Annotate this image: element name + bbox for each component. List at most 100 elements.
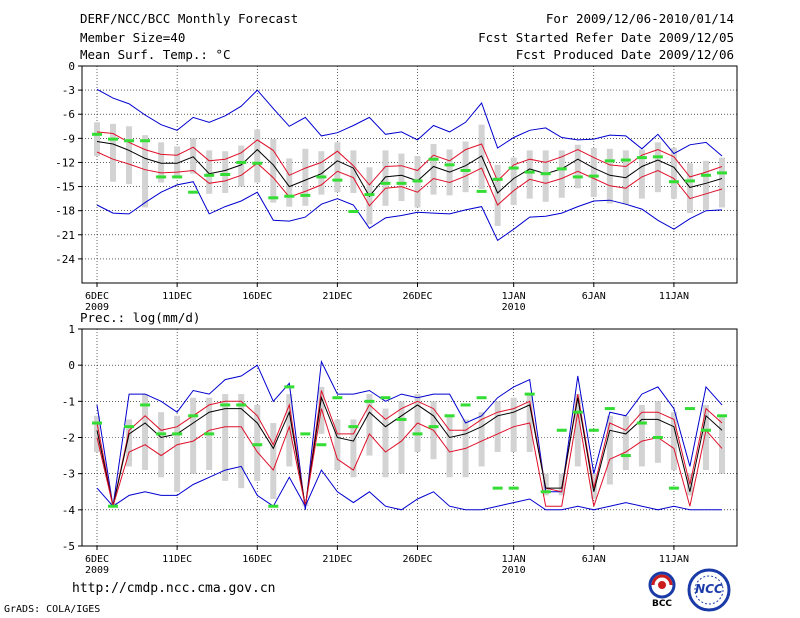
spread-box xyxy=(510,157,517,206)
y-tick-label: -15 xyxy=(55,181,75,194)
chart-panel-1: 0 -3 -6 -9 -12 -15 -18 -21 -24 6DEC 11DEC 16DEC 21DE… xyxy=(55,60,738,313)
x-year-label: 2010 xyxy=(502,565,526,576)
y-tick-label: -1 xyxy=(62,395,75,408)
spread-box xyxy=(270,423,277,499)
x-tick-label: 26DEC xyxy=(402,554,432,565)
spread-box xyxy=(238,145,245,187)
spread-box xyxy=(590,147,597,198)
x-tick-label: 11JAN xyxy=(659,554,689,565)
ensemble-min-line xyxy=(96,465,722,511)
spread-box xyxy=(686,163,693,214)
spread-box xyxy=(462,141,469,193)
x-tick-label: 6JAN xyxy=(582,554,606,565)
x-tick-label: 16DEC xyxy=(242,291,272,302)
spread-box xyxy=(606,415,613,485)
y-tick-label: -4 xyxy=(62,504,76,517)
spread-box xyxy=(670,147,677,199)
spread-box xyxy=(142,394,149,471)
x-tick-label: 1JAN xyxy=(502,291,526,302)
lower-spread-line xyxy=(96,408,723,509)
bcc-logo: BCC xyxy=(641,570,683,610)
spread-box xyxy=(478,412,485,467)
spread-box xyxy=(719,415,725,474)
y-tick-label: -18 xyxy=(55,205,75,218)
spread-box xyxy=(654,401,661,463)
spread-box xyxy=(222,151,229,193)
spread-box xyxy=(638,404,645,467)
y-tick-label: -5 xyxy=(62,540,75,553)
spread-box xyxy=(174,415,181,492)
spread-box xyxy=(270,139,277,203)
y-tick-label: 0 xyxy=(68,60,75,73)
x-tick-label: 6DEC xyxy=(85,554,109,565)
spread-box xyxy=(158,142,165,183)
ensemble-min-line xyxy=(96,181,723,242)
spread-box xyxy=(398,153,405,202)
x-tick-label: 11DEC xyxy=(162,291,192,302)
spread-box xyxy=(558,150,565,198)
spread-box xyxy=(430,143,437,195)
y-tick-label: -9 xyxy=(62,132,75,145)
precip-panel-title: Prec.: log(mm/d) xyxy=(80,310,200,325)
spread-box xyxy=(366,394,373,456)
y-tick-label: -2 xyxy=(62,432,75,445)
spread-box xyxy=(254,404,261,481)
spread-box xyxy=(334,419,341,471)
spread-box xyxy=(94,122,100,157)
x-tick-label: 21DEC xyxy=(322,554,352,565)
spread-box xyxy=(670,412,677,471)
spread-box xyxy=(206,150,213,194)
spread-box xyxy=(382,408,389,478)
x-year-label: 2009 xyxy=(85,565,109,576)
spread-box xyxy=(702,404,709,471)
spread-box xyxy=(622,415,629,471)
spread-box xyxy=(574,144,581,189)
ensemble-mean-line xyxy=(96,395,723,507)
upper-spread-line xyxy=(96,131,723,186)
ensemble-mean-line xyxy=(96,141,723,198)
spread-box xyxy=(94,415,100,452)
bcc-emblem-icon xyxy=(648,571,676,599)
ensemble-max-line xyxy=(96,88,723,157)
forecast-produced-date: Fcst Produced Date 2009/12/06 xyxy=(515,47,734,62)
spread-box xyxy=(254,129,261,183)
x-tick-label: 1JAN xyxy=(502,554,526,565)
grads-credit: GrADS: COLA/IGES xyxy=(4,604,101,615)
member-size-label: Member Size=40 xyxy=(80,30,186,45)
spread-box xyxy=(494,164,501,226)
x-tick-label: 6DEC xyxy=(85,291,109,302)
spread-box xyxy=(286,394,293,467)
y-tick-label: 1 xyxy=(68,323,75,336)
spread-box xyxy=(558,473,565,496)
x-tick-label: 11DEC xyxy=(162,554,192,565)
spread-box xyxy=(222,394,229,481)
x-tick-label: 26DEC xyxy=(402,291,432,302)
y-tick-label: -6 xyxy=(62,108,75,121)
spread-box xyxy=(302,148,309,206)
bcc-logo-text: BCC xyxy=(651,599,673,609)
source-url[interactable]: http://cmdp.ncc.cma.gov.cn xyxy=(72,581,276,596)
spread-box xyxy=(350,150,357,193)
x-year-label: 2009 xyxy=(85,302,109,313)
spread-box xyxy=(190,397,197,474)
forecast-started-date: Fcst Started Refer Date 2009/12/05 xyxy=(478,30,734,45)
spread-box xyxy=(606,148,613,204)
spread-box xyxy=(238,394,245,489)
spread-box xyxy=(542,150,549,202)
ncc-emblem-icon xyxy=(687,568,731,612)
spread-box xyxy=(190,138,197,174)
x-tick-label: 6JAN xyxy=(582,291,606,302)
spread-box xyxy=(382,150,389,206)
x-tick-label: 11JAN xyxy=(659,291,689,302)
x-year-label: 2010 xyxy=(502,302,526,313)
ncc-logo-text: NCC xyxy=(695,582,723,596)
y-tick-label: -21 xyxy=(55,229,75,242)
spread-box xyxy=(510,397,517,452)
spread-box xyxy=(654,142,661,193)
spread-box xyxy=(350,419,357,478)
y-tick-label: -24 xyxy=(55,253,75,266)
spread-box xyxy=(286,158,293,207)
spread-box xyxy=(142,135,149,208)
spread-box xyxy=(126,419,133,467)
